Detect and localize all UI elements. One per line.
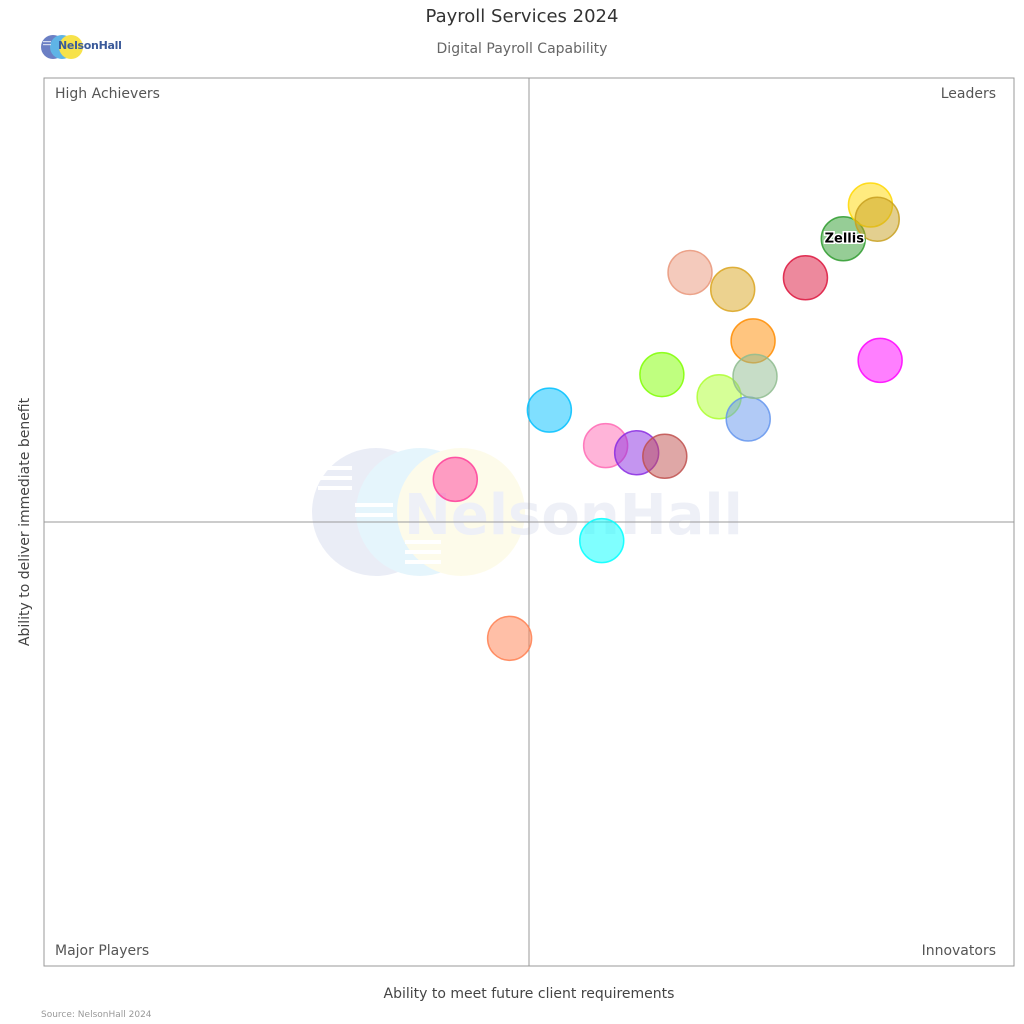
nelsonhall-logo: NelsonHall — [40, 32, 122, 62]
quadrant-label-leaders: Leaders — [941, 86, 996, 102]
bubble[interactable] — [782, 255, 829, 301]
quadrant-label-innovators: Innovators — [922, 943, 996, 959]
logo-circles-icon — [41, 35, 83, 59]
bubble[interactable] — [526, 387, 573, 433]
bubble[interactable] — [732, 353, 778, 400]
quadrant-label-high-achievers: High Achievers — [55, 86, 160, 102]
x-axis-label: Ability to meet future client requiremen… — [383, 986, 675, 1002]
bubble-zellis[interactable] — [820, 215, 867, 262]
bubbles — [432, 182, 903, 662]
bubble[interactable] — [579, 517, 625, 564]
bubble[interactable] — [667, 249, 713, 296]
chart-subtitle: Digital Payroll Capability — [436, 41, 608, 57]
bubble[interactable] — [725, 396, 771, 442]
y-axis-label: Ability to deliver immediate benefit — [17, 397, 33, 647]
logo-text: NelsonHall — [58, 39, 122, 52]
quadrant-label-major-players: Major Players — [55, 943, 149, 959]
bubble[interactable] — [642, 433, 688, 480]
bubble[interactable] — [639, 351, 685, 398]
bubble[interactable] — [857, 337, 903, 384]
bubble[interactable] — [709, 266, 756, 313]
bubble[interactable] — [432, 456, 479, 503]
bubble[interactable] — [854, 196, 900, 242]
chart-title: Payroll Services 2024 — [425, 6, 619, 27]
bubble-label: Zellis — [825, 232, 865, 247]
bubble[interactable] — [486, 615, 533, 662]
bubble-labels: Zellis — [823, 230, 866, 248]
source-note: Source: NelsonHall 2024 — [41, 1010, 152, 1020]
